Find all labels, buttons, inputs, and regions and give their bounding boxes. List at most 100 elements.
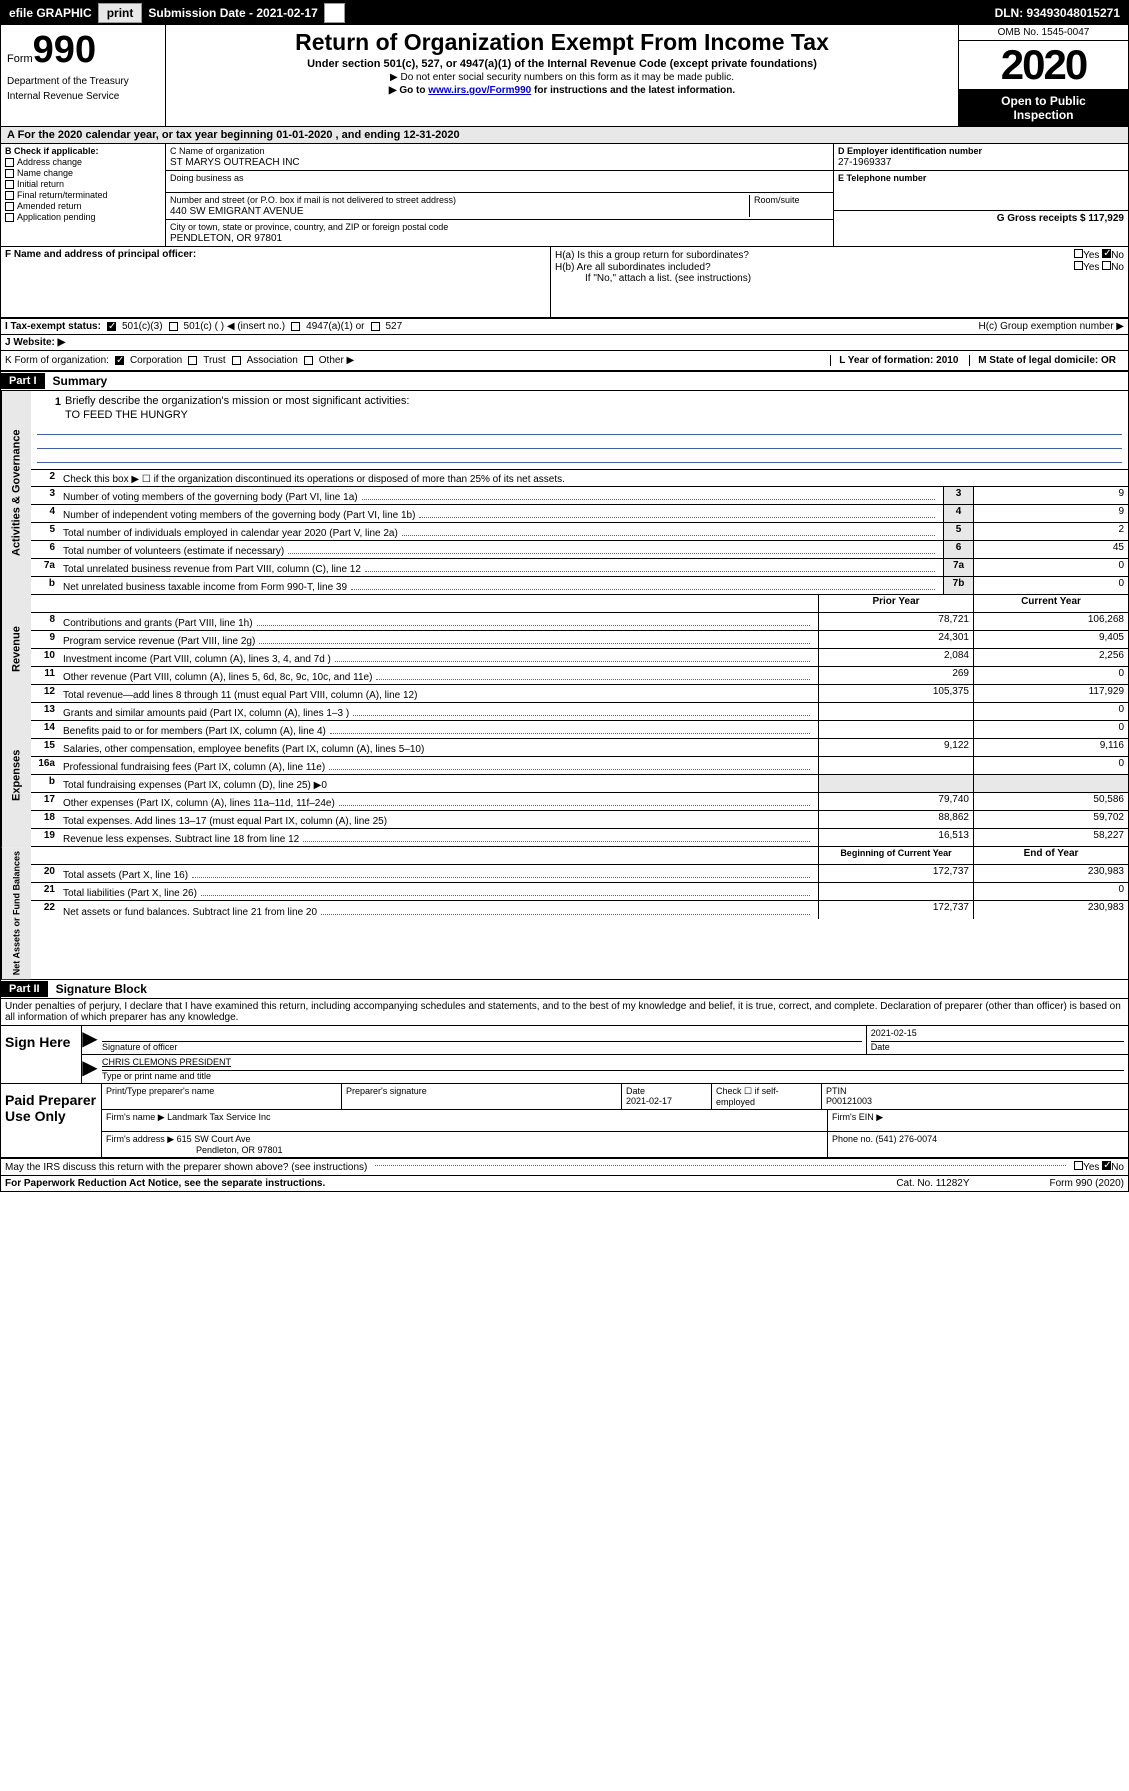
checkbox-501c[interactable] bbox=[169, 322, 178, 331]
submission-label: Submission Date - 2021-02-17 bbox=[144, 6, 321, 20]
lbl-pending: Application pending bbox=[17, 212, 96, 222]
officer-name: CHRIS CLEMONS PRESIDENT bbox=[102, 1057, 1124, 1071]
suite-label: Room/suite bbox=[754, 195, 829, 205]
row-21-text: Total liabilities (Part X, line 26) bbox=[63, 888, 197, 899]
hdr-current: Current Year bbox=[973, 595, 1128, 612]
prep-sig-label: Preparer's signature bbox=[346, 1086, 427, 1096]
checkbox-pending[interactable] bbox=[5, 213, 14, 222]
firm-name-value: Landmark Tax Service Inc bbox=[167, 1112, 270, 1122]
ein-value: 27-1969337 bbox=[838, 157, 891, 168]
goto-pre: ▶ Go to bbox=[389, 85, 428, 96]
row-13-cur: 0 bbox=[973, 703, 1128, 720]
sec-m: M State of legal domicile: OR bbox=[978, 355, 1116, 366]
sig-date-label: Date bbox=[871, 1042, 890, 1052]
prep-name-label: Print/Type preparer's name bbox=[106, 1086, 214, 1096]
lbl-amended: Amended return bbox=[17, 201, 82, 211]
org-name-label: C Name of organization bbox=[170, 146, 829, 156]
sec-l: L Year of formation: 2010 bbox=[839, 355, 958, 366]
sec-k-label: K Form of organization: bbox=[5, 355, 109, 366]
row-14-text: Benefits paid to or for members (Part IX… bbox=[63, 726, 326, 737]
row-16a-text: Professional fundraising fees (Part IX, … bbox=[63, 762, 325, 773]
row-22-prior: 172,737 bbox=[818, 901, 973, 919]
checkbox-4947[interactable] bbox=[291, 322, 300, 331]
hdr-end: End of Year bbox=[973, 847, 1128, 864]
paid-preparer-label: Paid Preparer Use Only bbox=[1, 1084, 101, 1157]
lbl-initial: Initial return bbox=[17, 179, 64, 189]
lbl-address-change: Address change bbox=[17, 157, 82, 167]
row-20-cur: 230,983 bbox=[973, 865, 1128, 882]
officer-name-label: Type or print name and title bbox=[102, 1071, 211, 1081]
row-9-prior: 24,301 bbox=[818, 631, 973, 648]
row-8-prior: 78,721 bbox=[818, 613, 973, 630]
pra-notice: For Paperwork Reduction Act Notice, see … bbox=[5, 1178, 325, 1189]
checkbox-assoc[interactable] bbox=[232, 356, 241, 365]
irs-link[interactable]: www.irs.gov/Form990 bbox=[428, 85, 531, 96]
side-expenses: Expenses bbox=[1, 703, 31, 847]
hb-label: H(b) Are all subordinates included? bbox=[555, 262, 711, 273]
row-10-cur: 2,256 bbox=[973, 649, 1128, 666]
row-10-text: Investment income (Part VIII, column (A)… bbox=[63, 654, 331, 665]
checkbox-trust[interactable] bbox=[188, 356, 197, 365]
checkbox-address-change[interactable] bbox=[5, 158, 14, 167]
row-17-prior: 79,740 bbox=[818, 793, 973, 810]
part2-title: Signature Block bbox=[48, 980, 155, 998]
checkbox-corp[interactable] bbox=[115, 356, 124, 365]
row-14-cur: 0 bbox=[973, 721, 1128, 738]
checkbox-ha-yes[interactable] bbox=[1074, 249, 1083, 258]
submission-date-box bbox=[324, 3, 345, 23]
sec-b-header: B Check if applicable: bbox=[5, 146, 161, 156]
checkbox-hb-yes[interactable] bbox=[1074, 261, 1083, 270]
checkbox-initial[interactable] bbox=[5, 180, 14, 189]
row-12-cur: 117,929 bbox=[973, 685, 1128, 702]
sig-date-value: 2021-02-15 bbox=[871, 1028, 1124, 1042]
checkbox-hb-no[interactable] bbox=[1102, 261, 1111, 270]
sec-j-label: J Website: ▶ bbox=[5, 337, 65, 348]
entity-block: B Check if applicable: Address change Na… bbox=[1, 144, 1128, 247]
row-16b-text: Total fundraising expenses (Part IX, col… bbox=[63, 780, 327, 791]
row-1-text: Briefly describe the organization's miss… bbox=[65, 395, 409, 409]
firm-phone: Phone no. (541) 276-0074 bbox=[832, 1134, 937, 1144]
row-22-text: Net assets or fund balances. Subtract li… bbox=[63, 907, 317, 918]
sig-officer-label: Signature of officer bbox=[102, 1042, 177, 1052]
row-11-prior: 269 bbox=[818, 667, 973, 684]
checkbox-ha-no[interactable] bbox=[1102, 249, 1111, 258]
sec-f-label: F Name and address of principal officer: bbox=[5, 249, 196, 260]
gross-receipts: G Gross receipts $ 117,929 bbox=[997, 213, 1124, 224]
ein-label: D Employer identification number bbox=[838, 146, 982, 156]
firm-addr1: 615 SW Court Ave bbox=[177, 1134, 251, 1144]
row-6-text: Total number of volunteers (estimate if … bbox=[63, 546, 284, 557]
checkbox-527[interactable] bbox=[371, 322, 380, 331]
addr-value: 440 SW EMIGRANT AVENUE bbox=[170, 206, 304, 217]
checkbox-final[interactable] bbox=[5, 191, 14, 200]
discuss-text: May the IRS discuss this return with the… bbox=[5, 1162, 367, 1173]
goto-post: for instructions and the latest informat… bbox=[534, 85, 735, 96]
row-21-cur: 0 bbox=[973, 883, 1128, 900]
ptin-label: PTIN bbox=[826, 1086, 847, 1096]
penalty-text: Under penalties of perjury, I declare th… bbox=[1, 999, 1128, 1025]
form-title: Return of Organization Exempt From Incom… bbox=[174, 29, 950, 56]
row-18-text: Total expenses. Add lines 13–17 (must eq… bbox=[63, 816, 387, 827]
efile-label: efile GRAPHIC bbox=[5, 6, 96, 20]
checkbox-501c3[interactable] bbox=[107, 322, 116, 331]
checkbox-amended[interactable] bbox=[5, 202, 14, 211]
row-12-prior: 105,375 bbox=[818, 685, 973, 702]
lbl-name-change: Name change bbox=[17, 168, 73, 178]
form-number: 990 bbox=[33, 29, 96, 72]
checkbox-other[interactable] bbox=[304, 356, 313, 365]
ha-label: H(a) Is this a group return for subordin… bbox=[555, 250, 749, 261]
checkbox-name-change[interactable] bbox=[5, 169, 14, 178]
row-7b-text: Net unrelated business taxable income fr… bbox=[63, 582, 347, 593]
row-15-prior: 9,122 bbox=[818, 739, 973, 756]
checkbox-discuss-no[interactable] bbox=[1102, 1161, 1111, 1170]
checkbox-discuss-yes[interactable] bbox=[1074, 1161, 1083, 1170]
hb2-label: If "No," attach a list. (see instruction… bbox=[585, 273, 751, 284]
firm-addr2: Pendleton, OR 97801 bbox=[196, 1145, 283, 1155]
form-subtitle-1: Under section 501(c), 527, or 4947(a)(1)… bbox=[174, 58, 950, 70]
firm-name-label: Firm's name ▶ bbox=[106, 1112, 165, 1122]
row-7a-val: 0 bbox=[973, 559, 1128, 576]
row-19-prior: 16,513 bbox=[818, 829, 973, 846]
row-17-cur: 50,586 bbox=[973, 793, 1128, 810]
toolbar: efile GRAPHIC print Submission Date - 20… bbox=[1, 1, 1128, 25]
row-7b-val: 0 bbox=[973, 577, 1128, 594]
print-button[interactable]: print bbox=[98, 3, 143, 23]
